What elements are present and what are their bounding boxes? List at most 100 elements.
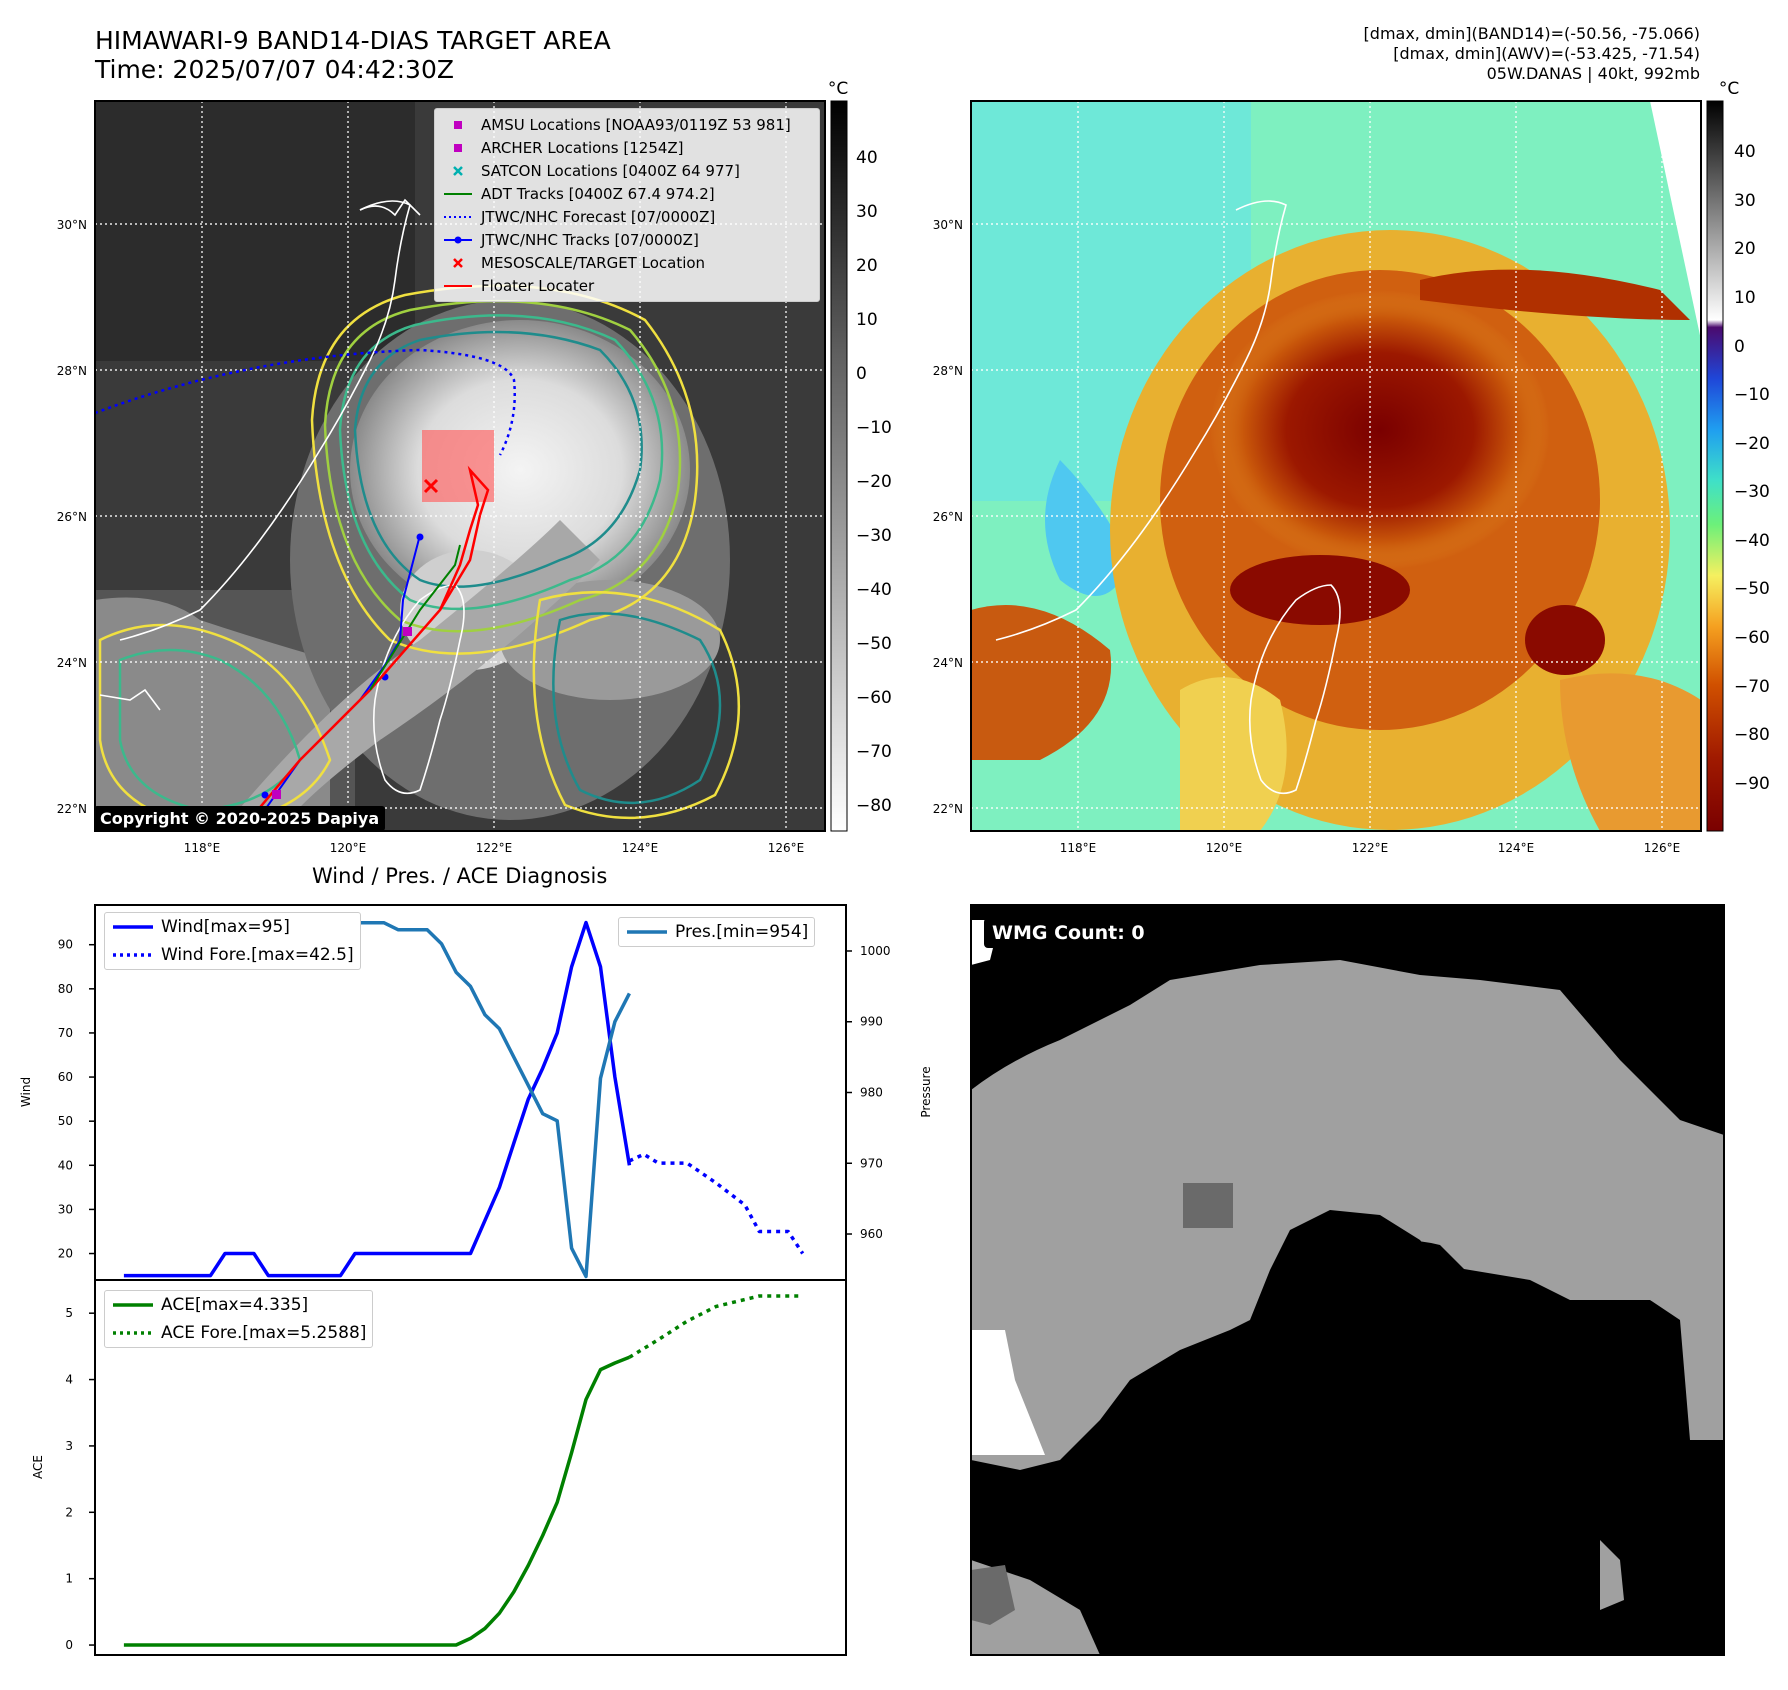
map-legend-item: JTWC/NHC Forecast [07/0000Z]: [435, 205, 819, 228]
color-colorbar-tick: −20: [1734, 434, 1770, 454]
series-line-wind-fore: [628, 1152, 805, 1255]
gray-colorbar-tick: 40: [856, 148, 878, 168]
y2-tick-label: 990: [860, 1015, 883, 1029]
y-tick-label: 40: [58, 1158, 73, 1172]
ace-legend: ACE[max=4.335] ACE Fore.[max=5.2588]: [104, 1290, 374, 1348]
map1-lat-label: 22°N: [57, 802, 87, 816]
map-legend-label: ARCHER Locations [1254Z]: [481, 138, 684, 157]
storm-summary: 05W.DANAS | 40kt, 992mb: [1486, 64, 1700, 83]
wmg-panel: [971, 905, 1724, 1655]
title-text: HIMAWARI-9 BAND14-DIAS TARGET AREA: [95, 26, 611, 55]
legend-symbol-icon: [435, 279, 481, 293]
map-legend-label: Floater Locater: [481, 276, 595, 295]
y-tick-label: 1: [65, 1572, 73, 1586]
gray-colorbar-tick: −10: [856, 418, 892, 438]
legend-symbol-icon: [435, 187, 481, 201]
y2-tick-label: 980: [860, 1086, 883, 1100]
color-colorbar-tick: 30: [1734, 191, 1756, 211]
map2-lat-label: 24°N: [933, 656, 963, 670]
pres-legend-item: Pres.[min=954]: [619, 918, 814, 946]
map2-lat-label: 26°N: [933, 510, 963, 524]
series-line-wind: [123, 920, 632, 1278]
map1-lat-label: 28°N: [57, 364, 87, 378]
wind-legend-label: Wind Fore.[max=42.5]: [161, 945, 354, 965]
legend-symbol-icon: [435, 233, 481, 247]
gray-colorbar: [830, 100, 848, 832]
y-tick-label: 0: [65, 1638, 73, 1652]
map-legend-label: AMSU Locations [NOAA93/0119Z 53 981]: [481, 115, 791, 134]
ace-axis-label: ACE: [31, 1455, 45, 1479]
gray-colorbar-tick: −20: [856, 472, 892, 492]
figure-title: HIMAWARI-9 BAND14-DIAS TARGET AREA Time:…: [95, 26, 611, 84]
pressure-axis-label: Pressure: [919, 1066, 933, 1117]
pressure-y-axis: 960 970 980 990 1000: [846, 944, 891, 1241]
diagnosis-title: Wind / Pres. / ACE Diagnosis: [312, 864, 608, 888]
legend-symbol-icon: [435, 141, 481, 155]
color-colorbar-tick: −60: [1734, 628, 1770, 648]
map2-lon-label: 120°E: [1206, 841, 1243, 855]
y2-tick-label: 1000: [860, 944, 891, 958]
ace-legend-label: ACE[max=4.335]: [161, 1295, 309, 1315]
series-line-ace-fore: [628, 1294, 803, 1359]
gray-colorbar-tick: −30: [856, 526, 892, 546]
color-colorbar-tick: −70: [1734, 677, 1770, 697]
ace-legend-item: ACE[max=4.335]: [105, 1291, 372, 1319]
y-tick-label: 80: [58, 982, 73, 996]
color-colorbar: [1706, 100, 1724, 832]
gray-colorbar-tick: −80: [856, 796, 892, 816]
wind-y-axis: 20 30 40 50 60 70 80 90: [58, 938, 95, 1261]
legend-symbol-icon: [435, 118, 481, 132]
map2-lon-label: 122°E: [1352, 841, 1389, 855]
enhanced-ir-map-frame: [970, 100, 1702, 832]
gray-colorbar-tick: −60: [856, 688, 892, 708]
pres-legend-label: Pres.[min=954]: [675, 922, 809, 942]
color-colorbar-unit: °C: [1719, 79, 1739, 99]
gray-colorbar-tick: 0: [856, 364, 867, 384]
map1-lon-label: 118°E: [184, 841, 221, 855]
band14-range: [dmax, dmin](BAND14)=(-50.56, -75.066): [1363, 24, 1700, 43]
color-colorbar-tick: 0: [1734, 337, 1745, 357]
legend-line-icon: [105, 1327, 161, 1339]
color-colorbar-tick: 20: [1734, 239, 1756, 259]
enhanced-ir-map-panel: [971, 101, 1701, 831]
ace-y-axis: 0 1 2 3 4 5: [65, 1306, 95, 1652]
y-tick-label: 3: [65, 1439, 73, 1453]
color-colorbar-tick: −90: [1734, 774, 1770, 794]
map1-lat-label: 24°N: [57, 656, 87, 670]
ace-legend-item: ACE Fore.[max=5.2588]: [105, 1319, 372, 1347]
map1-lon-label: 120°E: [330, 841, 367, 855]
map1-lon-label: 126°E: [768, 841, 805, 855]
map-legend-item: AMSU Locations [NOAA93/0119Z 53 981]: [435, 113, 819, 136]
map-legend-item: ARCHER Locations [1254Z]: [435, 136, 819, 159]
y-tick-label: 5: [65, 1306, 73, 1320]
map2-lon-label: 118°E: [1060, 841, 1097, 855]
gray-colorbar-tick: −70: [856, 742, 892, 762]
map-legend-item: MESOSCALE/TARGET Location: [435, 251, 819, 274]
y-tick-label: 70: [58, 1026, 73, 1040]
wind-legend: Wind[max=95] Wind Fore.[max=42.5]: [104, 912, 361, 970]
ace-plot-area: [123, 1294, 803, 1647]
gray-colorbar-ticks: °C 40 30 20 10 0 −10 −20 −30 −40 −50 −60…: [828, 79, 892, 816]
legend-symbol-icon: [435, 256, 481, 270]
color-colorbar-tick: −40: [1734, 531, 1770, 551]
legend-line-icon: [105, 949, 161, 961]
y-tick-label: 60: [58, 1070, 73, 1084]
map2-lat-label: 22°N: [933, 802, 963, 816]
color-colorbar-tick: −50: [1734, 579, 1770, 599]
y-tick-label: 90: [58, 938, 73, 952]
map2-lat-labels: 30°N 28°N 26°N 24°N 22°N: [933, 218, 963, 816]
copyright-label: Copyright © 2020-2025 Dapiya: [94, 806, 386, 831]
time-text: Time: 2025/07/07 04:42:30Z: [95, 55, 454, 84]
map2-lat-label: 28°N: [933, 364, 963, 378]
gray-colorbar-tick: 30: [856, 202, 878, 222]
y-tick-label: 20: [58, 1247, 73, 1261]
gray-colorbar-unit: °C: [828, 79, 848, 99]
wind-legend-item: Wind Fore.[max=42.5]: [105, 941, 360, 969]
map2-lon-labels: 118°E 120°E 122°E 124°E 126°E: [1060, 841, 1681, 855]
legend-line-icon: [105, 921, 161, 933]
y-tick-label: 30: [58, 1202, 73, 1216]
color-colorbar-ticks: °C 40 30 20 10 0 −10 −20 −30 −40 −50 −60…: [1719, 79, 1770, 794]
gray-colorbar-tick: 20: [856, 256, 878, 276]
map1-lon-label: 124°E: [622, 841, 659, 855]
wind-legend-item: Wind[max=95]: [105, 913, 360, 941]
